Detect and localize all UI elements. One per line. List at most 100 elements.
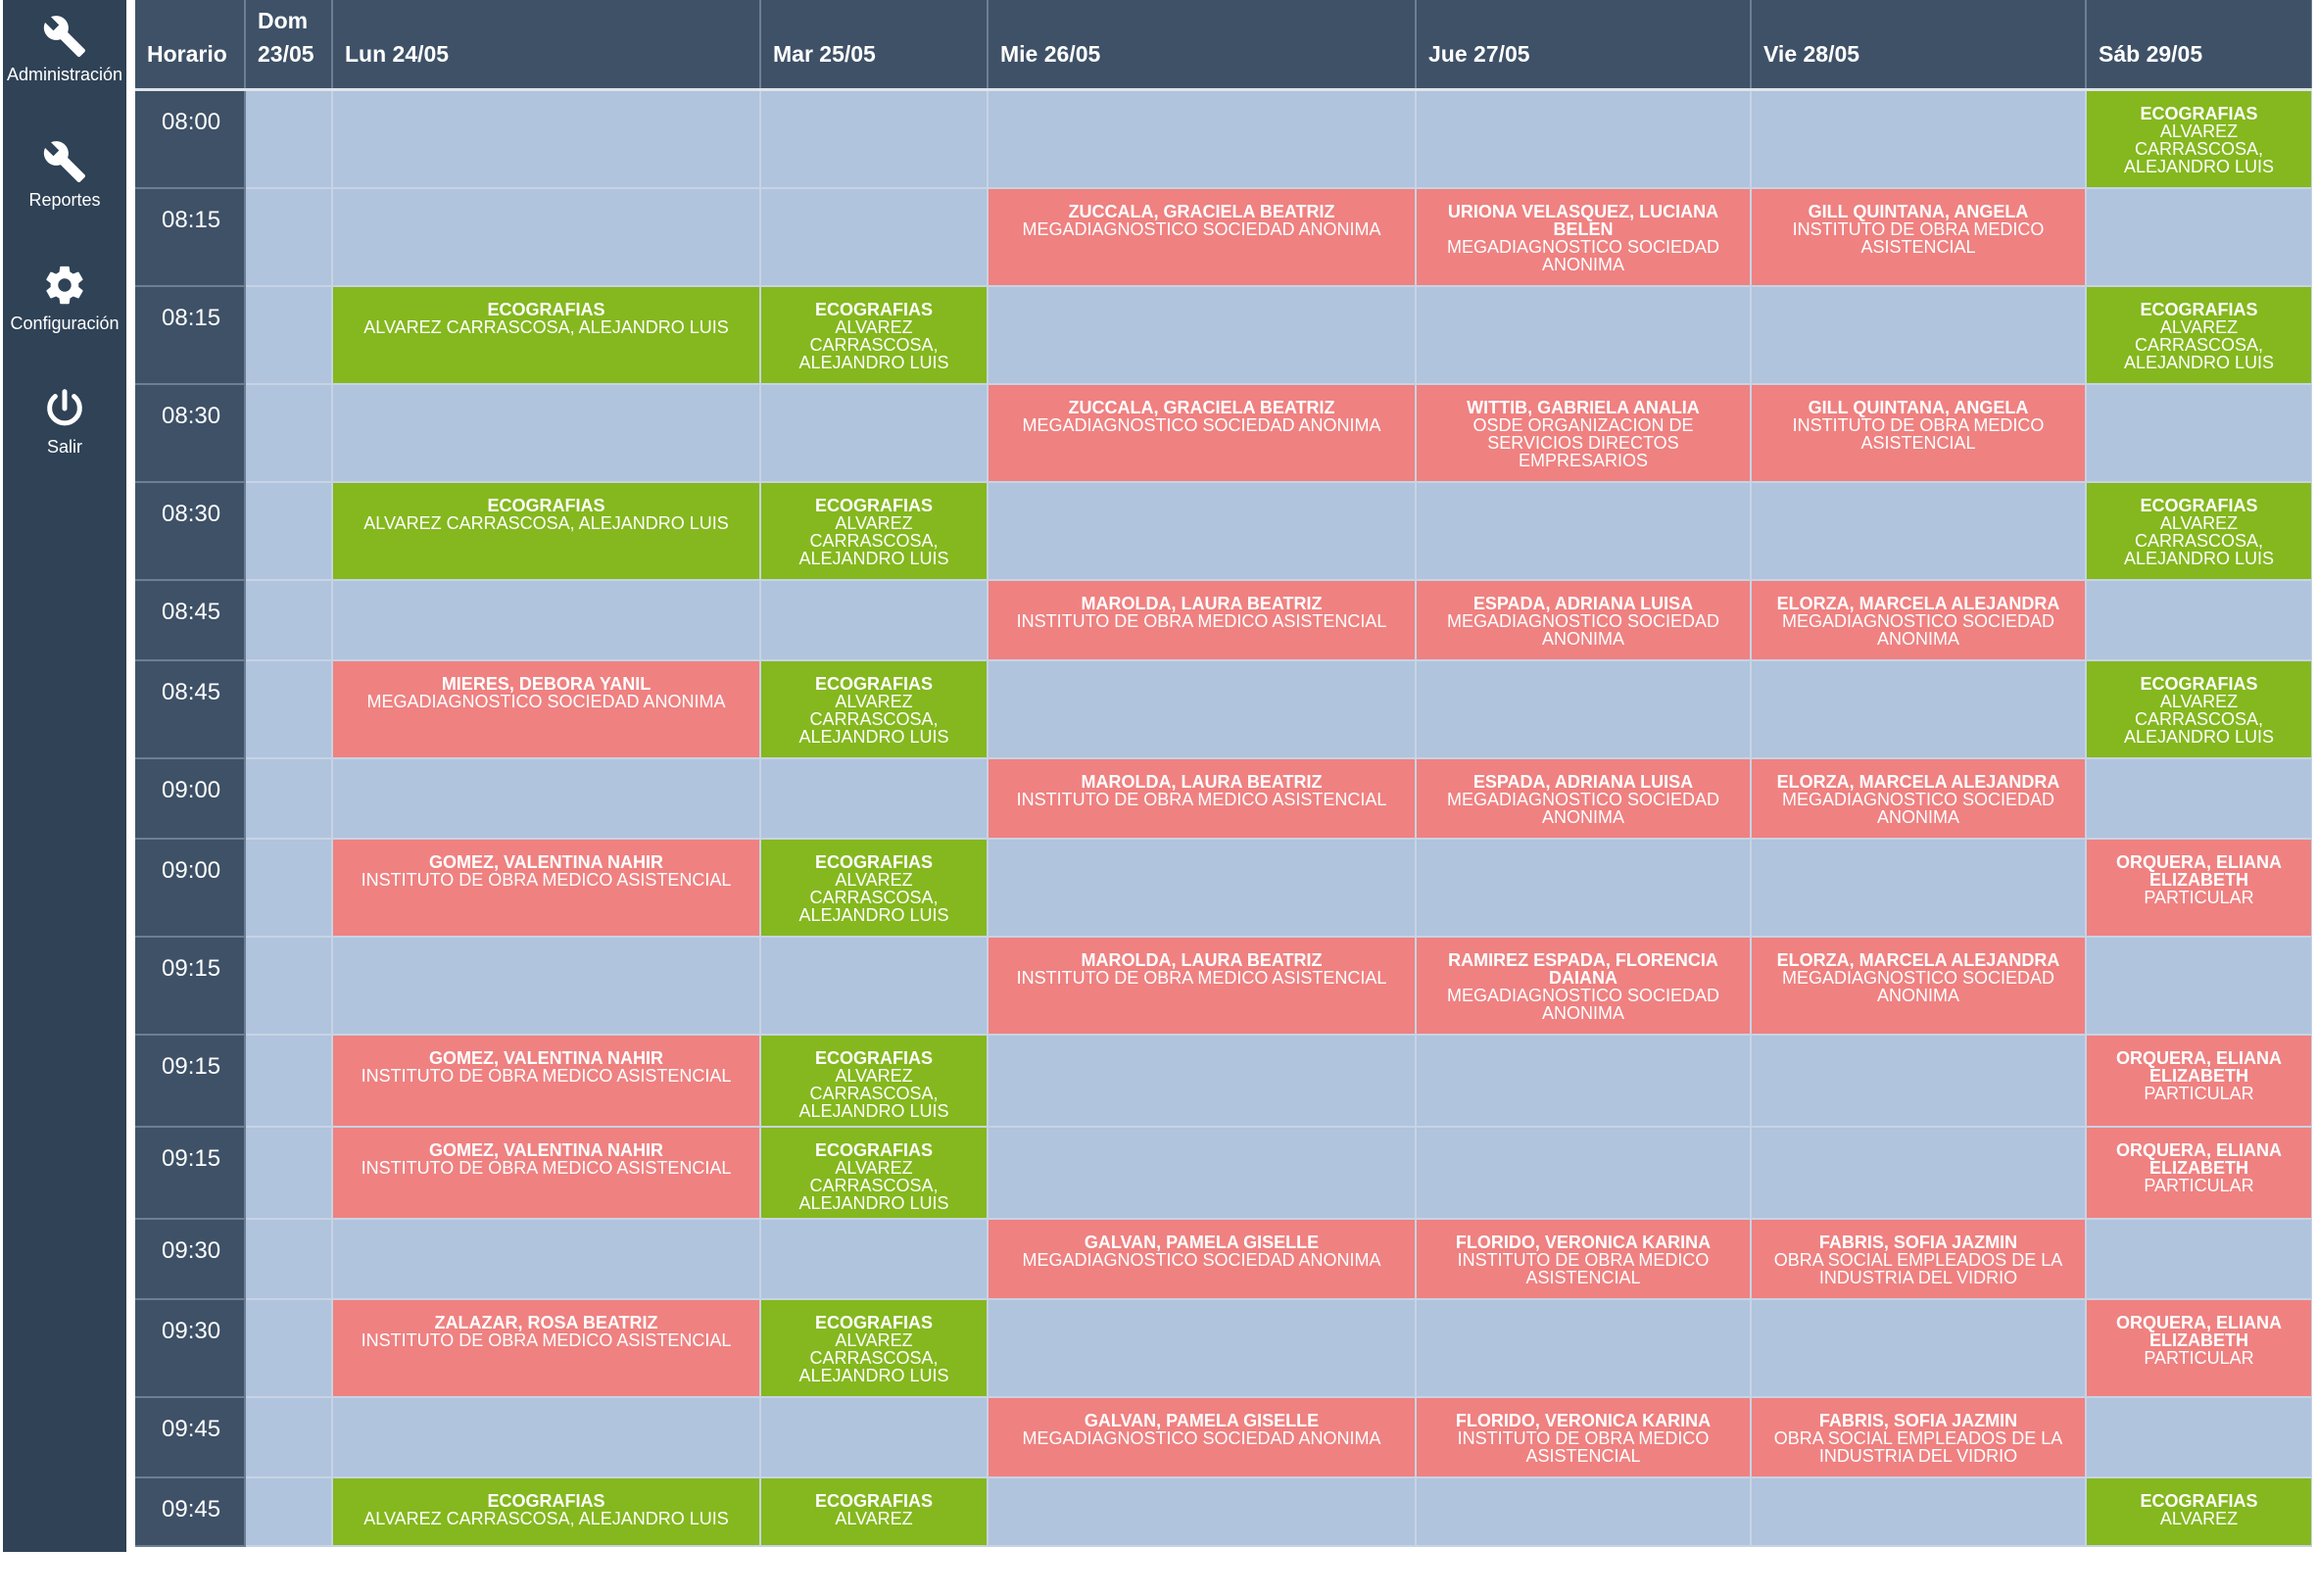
appointment-block-patient[interactable]: MAROLDA, LAURA BEATRIZ INSTITUTO DE OBRA …	[988, 757, 1417, 840]
appointment-block-ecografia[interactable]: ECOGRAFIAS ALVAREZ CARRASCOSA, ALEJANDRO …	[2086, 285, 2312, 385]
empty-slot[interactable]	[332, 1396, 761, 1478]
appointment-block-patient[interactable]: ZUCCALA, GRACIELA BEATRIZ MEGADIAGNOSTICO…	[988, 187, 1417, 287]
empty-slot[interactable]	[245, 1034, 333, 1128]
empty-slot[interactable]	[988, 89, 1417, 189]
empty-slot[interactable]	[988, 838, 1417, 938]
appointment-block-ecografia[interactable]: ECOGRAFIAS ALVAREZ CARRASCOSA, ALEJANDRO …	[760, 838, 989, 938]
appointment[interactable]: MAROLDA, LAURA BEATRIZ INSTITUTO DE OBRA …	[989, 581, 1415, 630]
appointment-block-ecografia[interactable]: ECOGRAFIAS ALVAREZ CARRASCOSA, ALEJANDRO …	[760, 1126, 989, 1220]
appointment-block-ecografia[interactable]: ECOGRAFIAS ALVAREZ CARRASCOSA, ALEJANDRO …	[760, 285, 989, 385]
empty-slot[interactable]	[245, 481, 333, 581]
empty-slot[interactable]	[1416, 1034, 1752, 1128]
appointment-block-ecografia[interactable]: ECOGRAFIAS ALVAREZ CARRASCOSA, ALEJANDRO …	[2086, 89, 2312, 189]
empty-slot[interactable]	[2086, 187, 2312, 287]
empty-slot[interactable]	[988, 1126, 1417, 1220]
empty-slot[interactable]	[760, 936, 989, 1036]
appointment[interactable]: ECOGRAFIAS ALVAREZ CARRASCOSA, ALEJANDRO …	[333, 483, 759, 532]
appointment-block-patient[interactable]: ORQUERA, ELIANA ELIZABETH PARTICULAR	[2086, 838, 2312, 938]
appointment[interactable]: ZUCCALA, GRACIELA BEATRIZ MEGADIAGNOSTICO…	[989, 189, 1415, 238]
appointment[interactable]: ECOGRAFIAS ALVAREZ CARRASCOSA, ALEJANDRO …	[2087, 91, 2311, 175]
appointment-block-patient[interactable]: FLORIDO, VERONICA KARINA INSTITUTO DE OBR…	[1416, 1396, 1752, 1478]
empty-slot[interactable]	[988, 659, 1417, 759]
appointment[interactable]: ECOGRAFIAS ALVAREZ CARRASCOSA, ALEJANDRO …	[761, 483, 987, 567]
empty-slot[interactable]	[245, 936, 333, 1036]
appointment[interactable]: FABRIS, SOFIA JAZMIN OBRA SOCIAL EMPLEADO…	[1752, 1398, 2085, 1465]
empty-slot[interactable]	[988, 481, 1417, 581]
empty-slot[interactable]	[1751, 1126, 2087, 1220]
appointment[interactable]: ECOGRAFIAS ALVAREZ CARRASCOSA, ALEJANDRO …	[2087, 287, 2311, 371]
empty-slot[interactable]	[760, 187, 989, 287]
empty-slot[interactable]	[988, 1034, 1417, 1128]
empty-slot[interactable]	[760, 579, 989, 661]
appointment[interactable]: GILL QUINTANA, ANGELA INSTITUTO DE OBRA M…	[1752, 189, 2085, 256]
appointment-block-patient[interactable]: FLORIDO, VERONICA KARINA INSTITUTO DE OBR…	[1416, 1218, 1752, 1300]
empty-slot[interactable]	[1751, 1298, 2087, 1398]
empty-slot[interactable]	[1416, 481, 1752, 581]
appointment[interactable]: ECOGRAFIAS ALVAREZ CARRASCOSA, ALEJANDRO …	[761, 1036, 987, 1120]
appointment-block-patient[interactable]: ORQUERA, ELIANA ELIZABETH PARTICULAR	[2086, 1126, 2312, 1220]
appointment[interactable]: RAMIREZ ESPADA, FLORENCIA DAIANA MEGADIAG…	[1417, 938, 1750, 1022]
empty-slot[interactable]	[245, 757, 333, 840]
appointment[interactable]: FLORIDO, VERONICA KARINA INSTITUTO DE OBR…	[1417, 1220, 1750, 1286]
appointment[interactable]: ZUCCALA, GRACIELA BEATRIZ MEGADIAGNOSTICO…	[989, 385, 1415, 434]
empty-slot[interactable]	[1751, 285, 2087, 385]
empty-slot[interactable]	[988, 1476, 1417, 1547]
appointment-block-patient[interactable]: GALVAN, PAMELA GISELLE MEGADIAGNOSTICO SO…	[988, 1396, 1417, 1478]
appointment-block-patient[interactable]: GILL QUINTANA, ANGELA INSTITUTO DE OBRA M…	[1751, 187, 2087, 287]
empty-slot[interactable]	[245, 1218, 333, 1300]
empty-slot[interactable]	[245, 659, 333, 759]
appointment[interactable]: ECOGRAFIAS ALVAREZ CARRASCOSA, ALEJANDRO …	[761, 1300, 987, 1384]
nav-item-configuracion[interactable]: Configuración	[3, 249, 126, 372]
appointment[interactable]: ECOGRAFIAS ALVAREZ	[761, 1478, 987, 1527]
appointment[interactable]: URIONA VELASQUEZ, LUCIANA BELEN MEGADIAGN…	[1417, 189, 1750, 273]
appointment-block-patient[interactable]: WITTIB, GABRIELA ANALIA OSDE ORGANIZACION…	[1416, 383, 1752, 483]
appointment[interactable]: ESPADA, ADRIANA LUISA MEGADIAGNOSTICO SOC…	[1417, 581, 1750, 648]
appointment-block-patient[interactable]: GOMEZ, VALENTINA NAHIR INSTITUTO DE OBRA …	[332, 1034, 761, 1128]
appointment-block-patient[interactable]: GILL QUINTANA, ANGELA INSTITUTO DE OBRA M…	[1751, 383, 2087, 483]
empty-slot[interactable]	[1416, 838, 1752, 938]
appointment[interactable]: MIERES, DEBORA YANIL MEGADIAGNOSTICO SOCI…	[333, 661, 759, 710]
empty-slot[interactable]	[1416, 1298, 1752, 1398]
empty-slot[interactable]	[2086, 383, 2312, 483]
appointment[interactable]: ECOGRAFIAS ALVAREZ CARRASCOSA, ALEJANDRO …	[761, 840, 987, 924]
empty-slot[interactable]	[2086, 936, 2312, 1036]
empty-slot[interactable]	[332, 89, 761, 189]
appointment[interactable]: ORQUERA, ELIANA ELIZABETH PARTICULAR	[2087, 1036, 2311, 1102]
empty-slot[interactable]	[245, 89, 333, 189]
empty-slot[interactable]	[1416, 659, 1752, 759]
empty-slot[interactable]	[760, 383, 989, 483]
empty-slot[interactable]	[760, 757, 989, 840]
empty-slot[interactable]	[1416, 89, 1752, 189]
empty-slot[interactable]	[2086, 1396, 2312, 1478]
appointment[interactable]: ELORZA, MARCELA ALEJANDRA MEGADIAGNOSTICO…	[1752, 938, 2085, 1004]
appointment[interactable]: FABRIS, SOFIA JAZMIN OBRA SOCIAL EMPLEADO…	[1752, 1220, 2085, 1286]
appointment[interactable]: GALVAN, PAMELA GISELLE MEGADIAGNOSTICO SO…	[989, 1398, 1415, 1447]
appointment[interactable]: ELORZA, MARCELA ALEJANDRA MEGADIAGNOSTICO…	[1752, 581, 2085, 648]
appointment[interactable]: FLORIDO, VERONICA KARINA INSTITUTO DE OBR…	[1417, 1398, 1750, 1465]
empty-slot[interactable]	[1751, 838, 2087, 938]
empty-slot[interactable]	[245, 838, 333, 938]
appointment-block-patient[interactable]: ELORZA, MARCELA ALEJANDRA MEGADIAGNOSTICO…	[1751, 936, 2087, 1036]
empty-slot[interactable]	[245, 579, 333, 661]
empty-slot[interactable]	[1416, 285, 1752, 385]
appointment[interactable]: GILL QUINTANA, ANGELA INSTITUTO DE OBRA M…	[1752, 385, 2085, 452]
empty-slot[interactable]	[988, 285, 1417, 385]
appointment-block-patient[interactable]: MIERES, DEBORA YANIL MEGADIAGNOSTICO SOCI…	[332, 659, 761, 759]
appointment-block-patient[interactable]: ELORZA, MARCELA ALEJANDRA MEGADIAGNOSTICO…	[1751, 579, 2087, 661]
appointment-block-ecografia[interactable]: ECOGRAFIAS ALVAREZ	[2086, 1476, 2312, 1547]
empty-slot[interactable]	[245, 285, 333, 385]
nav-item-reportes[interactable]: Reportes	[3, 125, 126, 249]
empty-slot[interactable]	[760, 89, 989, 189]
appointment[interactable]: WITTIB, GABRIELA ANALIA OSDE ORGANIZACION…	[1417, 385, 1750, 469]
empty-slot[interactable]	[1416, 1476, 1752, 1547]
empty-slot[interactable]	[2086, 757, 2312, 840]
appointment[interactable]: ECOGRAFIAS ALVAREZ CARRASCOSA, ALEJANDRO …	[2087, 661, 2311, 746]
appointment-block-patient[interactable]: RAMIREZ ESPADA, FLORENCIA DAIANA MEGADIAG…	[1416, 936, 1752, 1036]
appointment[interactable]: ECOGRAFIAS ALVAREZ CARRASCOSA, ALEJANDRO …	[333, 1478, 759, 1527]
appointment[interactable]: GOMEZ, VALENTINA NAHIR INSTITUTO DE OBRA …	[333, 1128, 759, 1177]
appointment[interactable]: ECOGRAFIAS ALVAREZ CARRASCOSA, ALEJANDRO …	[2087, 483, 2311, 567]
appointment-block-patient[interactable]: GOMEZ, VALENTINA NAHIR INSTITUTO DE OBRA …	[332, 838, 761, 938]
empty-slot[interactable]	[332, 936, 761, 1036]
appointment-block-patient[interactable]: URIONA VELASQUEZ, LUCIANA BELEN MEGADIAGN…	[1416, 187, 1752, 287]
empty-slot[interactable]	[245, 383, 333, 483]
